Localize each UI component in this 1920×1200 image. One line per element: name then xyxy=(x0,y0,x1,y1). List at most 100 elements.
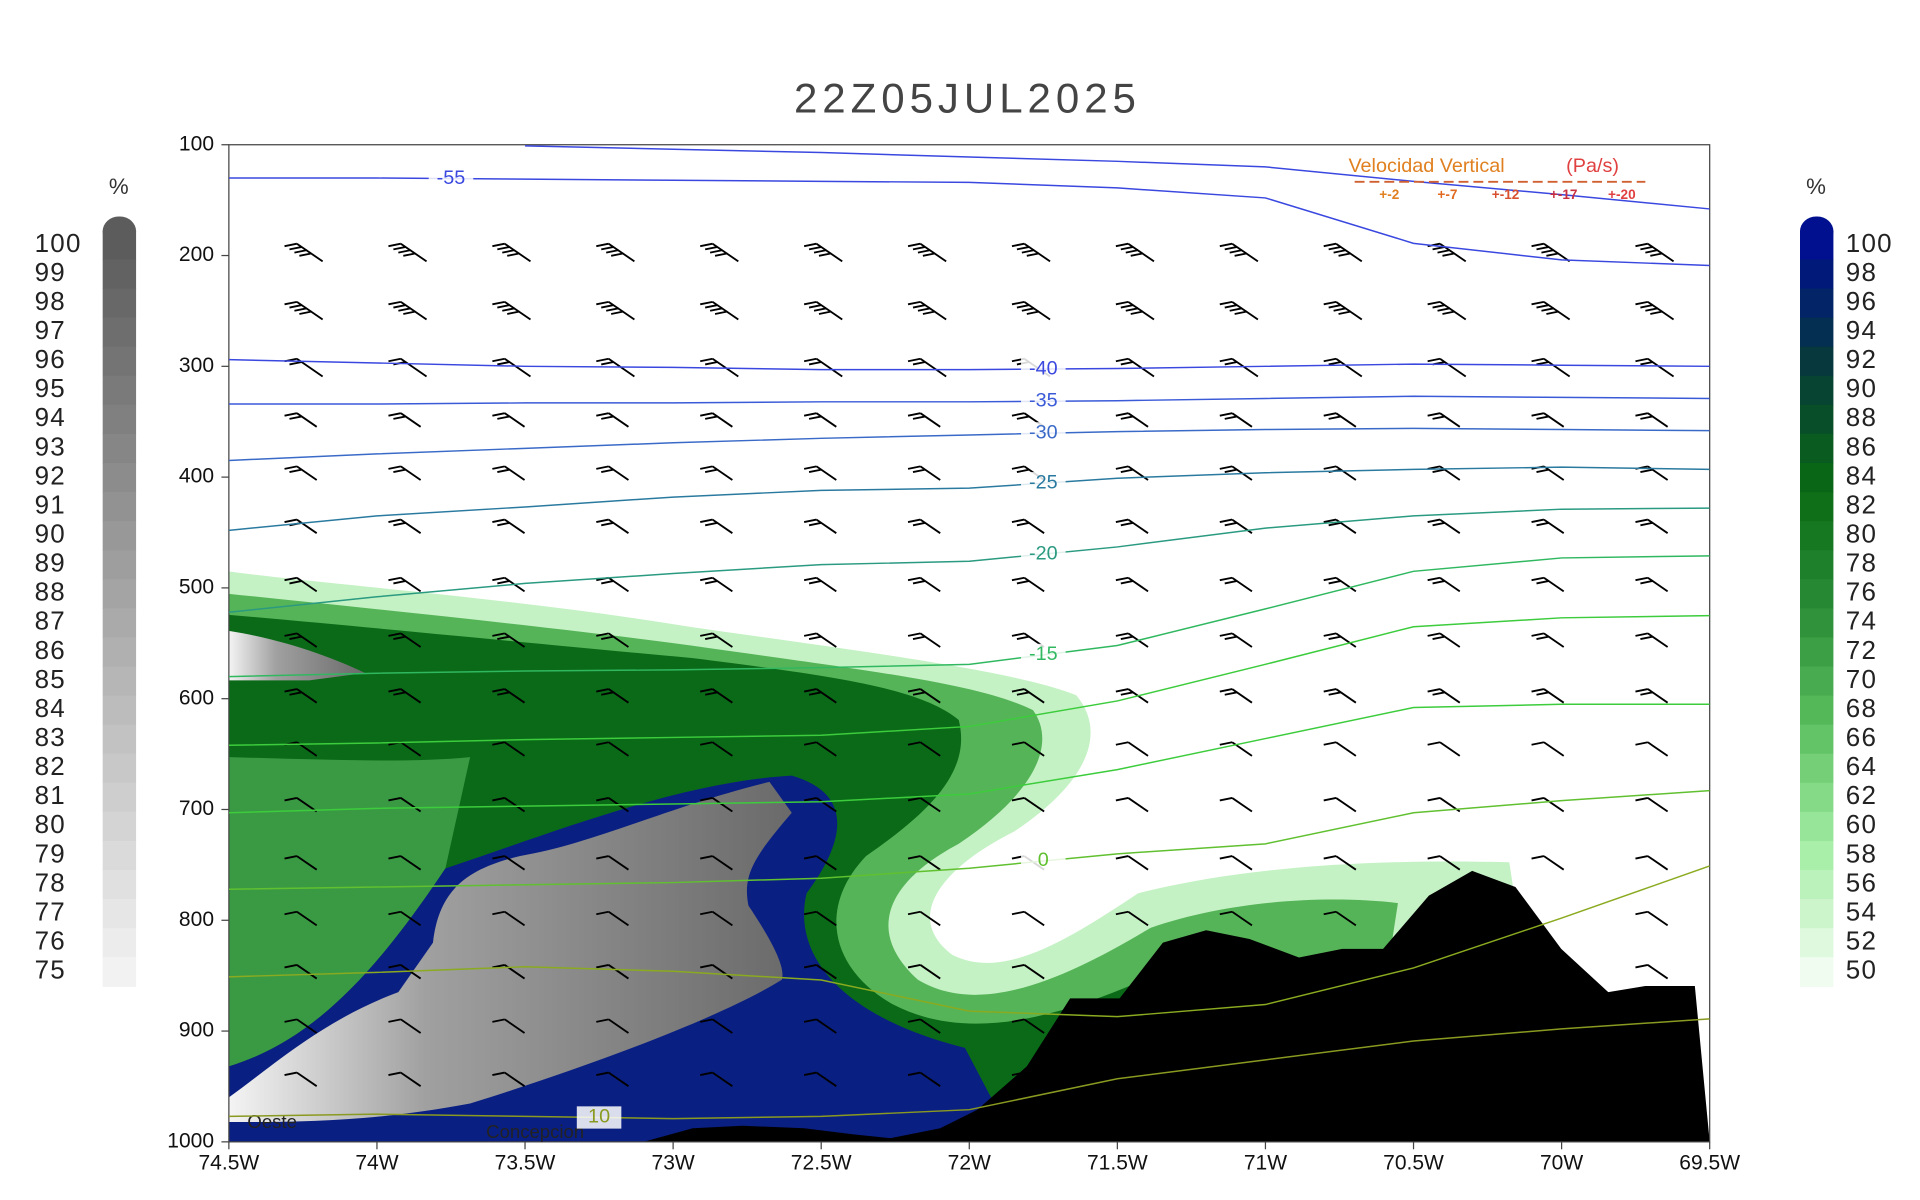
wind-barb xyxy=(1531,576,1565,593)
colorbar-label: 74 xyxy=(1846,606,1877,636)
contour-label: 0 xyxy=(1038,849,1049,871)
wind-barb xyxy=(1219,242,1259,263)
colorbar-swatch xyxy=(1800,666,1834,697)
x-tick-label: 69.5W xyxy=(1679,1152,1740,1175)
wind-barb xyxy=(1011,910,1045,927)
colorbar-swatch xyxy=(102,928,137,958)
wind-barb xyxy=(700,412,733,428)
wind-barb xyxy=(492,1071,526,1087)
wind-barb xyxy=(284,688,318,704)
wind-barb xyxy=(1427,855,1461,871)
wind-barb xyxy=(907,632,941,648)
colorbar-swatch xyxy=(1800,404,1834,435)
colorbar-swatch xyxy=(1800,782,1834,813)
colorbar-swatch xyxy=(102,346,137,377)
colorbar-label: 97 xyxy=(35,315,66,345)
wind-barb xyxy=(1323,910,1357,927)
wind-barb xyxy=(907,1071,941,1087)
colorbar-label: 80 xyxy=(35,809,66,839)
colorbar-swatch xyxy=(1800,899,1834,929)
wind-barb xyxy=(1635,964,1669,980)
wind-barb xyxy=(1635,632,1669,648)
contour-line xyxy=(525,145,1710,210)
colorbar-swatch xyxy=(102,462,137,493)
colorbar-swatch xyxy=(1800,753,1834,784)
y-tick-label: 1000 xyxy=(167,1129,214,1152)
colorbar-swatch xyxy=(1800,637,1834,668)
contour-line xyxy=(228,865,1710,1018)
wind-barb xyxy=(492,741,526,757)
colorbar-label: 79 xyxy=(35,838,66,868)
wind-barb xyxy=(596,1018,629,1034)
wind-barb xyxy=(388,797,422,813)
wind-barb xyxy=(1635,797,1669,813)
legend-level: +-7 xyxy=(1437,187,1457,202)
colorbar-label: 70 xyxy=(1846,664,1877,694)
colorbar-label: 50 xyxy=(1846,955,1877,985)
contour-line xyxy=(228,358,1710,371)
colorbar-swatch xyxy=(1800,579,1834,609)
wind-barb xyxy=(492,465,526,481)
wind-barb xyxy=(1635,242,1675,263)
wind-barb xyxy=(1011,688,1045,704)
colorbar-label: 68 xyxy=(1846,693,1877,723)
colorbar-swatch xyxy=(102,404,137,435)
wind-barb xyxy=(1427,632,1461,648)
colorbar-swatch xyxy=(102,899,137,929)
colorbar-label: 87 xyxy=(35,606,66,636)
colorbar-label: 64 xyxy=(1846,751,1877,781)
colorbar-swatch xyxy=(102,375,137,406)
wind-barb xyxy=(1323,632,1357,648)
colorbar-label: 84 xyxy=(35,693,66,723)
wind-barb xyxy=(1635,910,1669,927)
colorbar-swatch xyxy=(1800,346,1834,377)
wind-barb xyxy=(803,688,837,704)
wind-barb xyxy=(803,242,843,263)
wind-barb xyxy=(1219,632,1253,648)
colorbar-label: 89 xyxy=(35,548,66,578)
y-tick-label: 700 xyxy=(179,797,214,820)
rh-left-green xyxy=(228,757,471,1067)
wind-barb xyxy=(388,855,422,871)
contour-label-bg xyxy=(1021,542,1066,566)
colorbar-swatch xyxy=(1800,433,1834,464)
colorbar-label: 66 xyxy=(1846,722,1877,752)
wind-barb xyxy=(1531,741,1565,757)
wind-barb xyxy=(1011,797,1045,813)
colorbar-swatch xyxy=(1800,724,1834,755)
wind-barb xyxy=(492,910,526,927)
wind-barb xyxy=(388,688,422,704)
colorbar-label: 78 xyxy=(1846,548,1877,578)
colorbar-label: 85 xyxy=(35,664,66,694)
colorbar-swatch xyxy=(1800,811,1834,842)
colorbar-label: 95 xyxy=(35,373,66,403)
colorbar-swatch xyxy=(102,724,137,755)
colorbar-label: 77 xyxy=(35,896,66,926)
colorbar-label: 100 xyxy=(1846,228,1893,258)
wind-barb xyxy=(907,518,941,534)
contour-label-bg xyxy=(576,1106,622,1129)
colorbar-swatch xyxy=(102,288,137,319)
legend-level: +-12 xyxy=(1492,187,1520,202)
colorbar-swatch xyxy=(1800,462,1834,493)
contour-label: 10 xyxy=(588,1106,610,1128)
wind-barb xyxy=(1635,412,1669,428)
colorbar-label: 94 xyxy=(1846,315,1877,345)
contour-label: -55 xyxy=(437,167,466,189)
wind-barb xyxy=(596,855,629,871)
wind-barb xyxy=(388,300,428,321)
colorbar-swatch xyxy=(1800,492,1834,522)
x-tick-label: 70.5W xyxy=(1383,1152,1444,1175)
wind-barb xyxy=(1219,357,1259,378)
wind-barb xyxy=(700,1071,733,1087)
wind-barb xyxy=(907,797,941,813)
wind-barb xyxy=(700,1018,733,1034)
wind-barb xyxy=(388,357,428,378)
colorbar-swatch xyxy=(102,957,137,987)
contour-label: -30 xyxy=(1029,422,1058,444)
colorbar-label: 98 xyxy=(1846,257,1877,287)
wind-barb xyxy=(284,300,324,321)
contour-label-bg xyxy=(1021,422,1066,445)
wind-barb xyxy=(492,357,531,378)
